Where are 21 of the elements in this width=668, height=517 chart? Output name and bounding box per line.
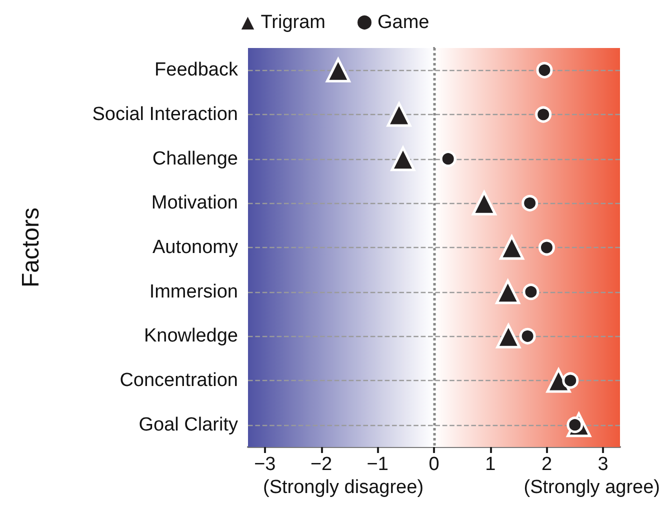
- legend-label: Trigram: [260, 12, 326, 33]
- y-tick-label: Knowledge: [144, 326, 238, 347]
- x-tick-label: −1: [366, 454, 388, 475]
- x-tick-label: 3: [598, 454, 608, 475]
- x-tick-label: 0: [428, 454, 440, 475]
- legend-label: Game: [378, 12, 430, 33]
- x-tick-label: −2: [310, 454, 332, 475]
- y-axis-title: Factors: [18, 207, 44, 288]
- y-tick-label: Motivation: [151, 192, 238, 214]
- x-tick-label: 1: [485, 454, 496, 475]
- x-tick-label: 2: [541, 454, 552, 475]
- y-tick-label: Challenge: [152, 148, 238, 170]
- y-tick-label: Goal Clarity: [138, 414, 238, 436]
- x-tick-label: −3: [254, 454, 276, 475]
- text: (Strongly disagree): [263, 477, 424, 498]
- y-tick-label: Feedback: [154, 60, 238, 81]
- y-tick-label: Immersion: [149, 281, 238, 302]
- y-tick-label: Autonomy: [152, 237, 238, 258]
- y-tick-label: Concentration: [120, 370, 238, 391]
- text: (Strongly agree): [524, 477, 660, 498]
- y-tick-label: Social Interaction: [92, 104, 238, 125]
